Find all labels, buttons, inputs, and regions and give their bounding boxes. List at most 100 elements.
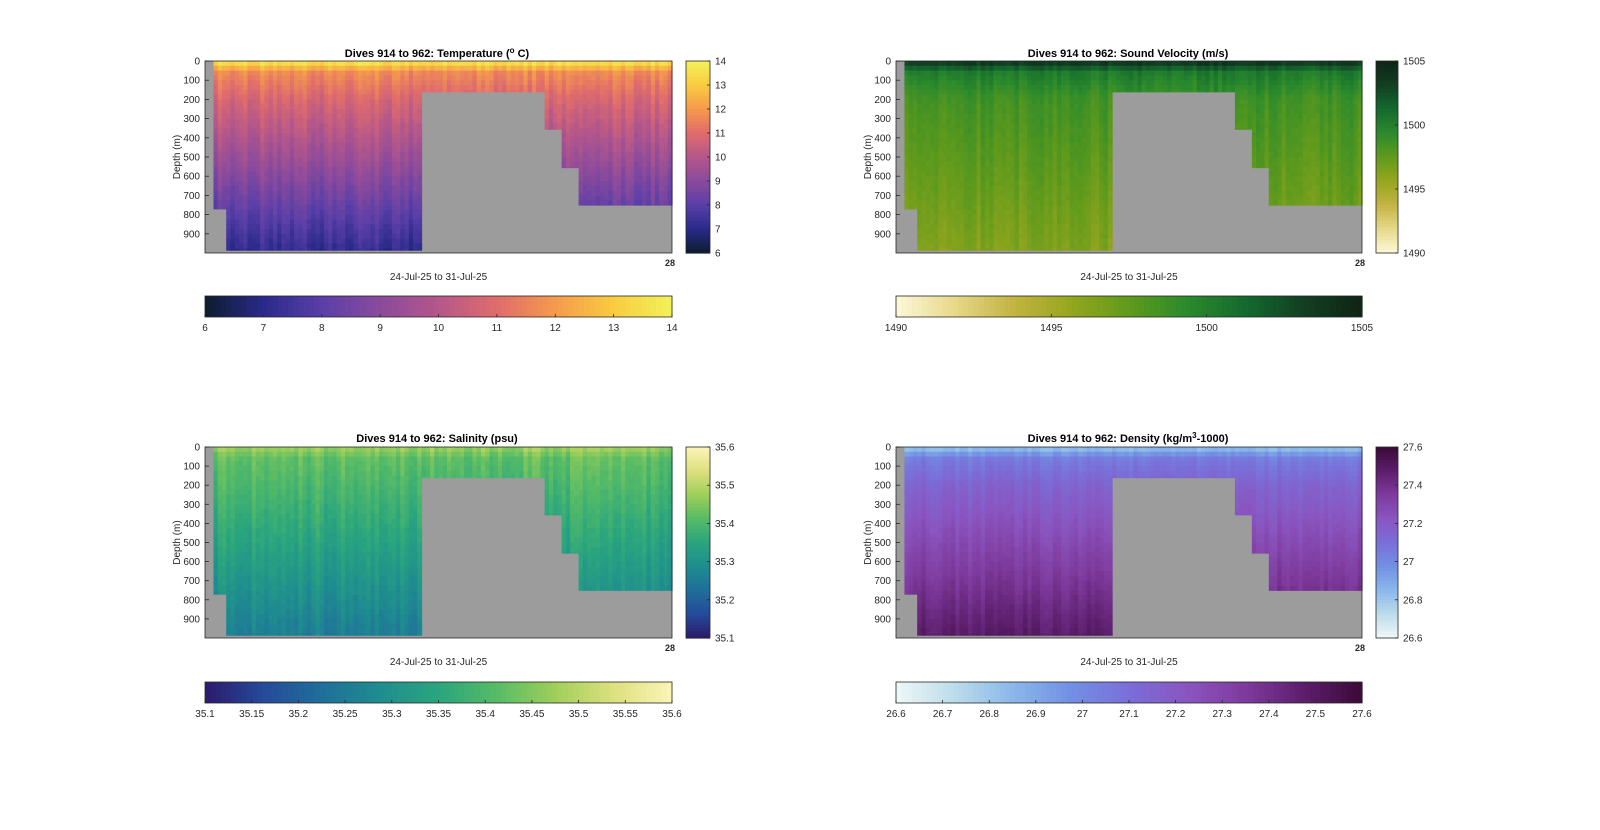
y-tick-label: 0 (885, 57, 891, 68)
colorbar-tick-label: 27.6 (1403, 443, 1423, 454)
colorbar-tick-label: 7 (715, 225, 721, 236)
colorbar-tick-label: 1490 (885, 323, 908, 334)
y-axis-label: Depth (m) (172, 520, 183, 564)
chart-panel-1: 0 100 200 300 400 500 600 700 800 900 28 Dives 914 … (172, 46, 727, 334)
y-tick-label: 200 (874, 481, 891, 492)
y-axis-label: Depth (m) (863, 135, 874, 179)
y-tick-label: 600 (874, 172, 891, 183)
colorbar-tick-label: 6 (715, 249, 721, 260)
colorbar-vertical: 26.6 26.8 27 27.2 27.4 27.6 (1375, 443, 1423, 645)
y-tick-label: 600 (183, 557, 200, 568)
colorbar-tick-label: 27.1 (1119, 709, 1139, 720)
y-tick-label: 400 (874, 519, 891, 530)
y-tick-label: 500 (183, 538, 200, 549)
x-tick-label: 28 (665, 258, 675, 268)
colorbar-tick-label: 1495 (1403, 185, 1426, 196)
y-tick-label: 300 (183, 500, 200, 511)
x-tick-label: 28 (1355, 258, 1365, 268)
colorbar-tick-label: 35.5 (569, 709, 589, 720)
colorbar-tick-label: 12 (550, 323, 562, 334)
y-tick-label: 100 (874, 462, 891, 473)
colorbar-tick-label: 10 (433, 323, 445, 334)
y-axis-label: Depth (m) (863, 520, 874, 564)
y-tick-label: 900 (183, 614, 200, 625)
colorbar-tick-label: 1505 (1351, 323, 1374, 334)
colorbar-tick-label: 35.2 (715, 595, 735, 606)
y-tick-label: 300 (874, 500, 891, 511)
y-tick-label: 0 (885, 443, 891, 454)
y-tick-label: 0 (194, 57, 200, 68)
chart-title: Dives 914 to 962: Temperature (o C) (345, 46, 530, 60)
y-tick-label: 600 (874, 557, 891, 568)
colorbar-tick-label: 26.8 (979, 709, 999, 720)
colorbar-tick-label: 27 (1077, 709, 1089, 720)
colorbar-tick-label: 11 (715, 129, 726, 140)
y-tick-label: 700 (874, 576, 891, 587)
x-axis-label: 24-Jul-25 to 31-Jul-25 (390, 272, 488, 283)
y-tick-label: 800 (183, 210, 200, 221)
colorbar-tick-label: 13 (608, 323, 620, 334)
y-tick-label: 400 (183, 133, 200, 144)
colorbar-tick-label: 27 (1403, 557, 1415, 568)
colorbar-tick-label: 14 (715, 57, 727, 68)
y-tick-label: 500 (874, 538, 891, 549)
colorbar-vertical: 1490 1495 1500 1505 (1375, 57, 1426, 260)
y-tick-label: 300 (874, 114, 891, 125)
heatmap-cells (213, 447, 673, 636)
y-tick-label: 100 (183, 76, 200, 87)
y-tick-label: 200 (183, 95, 200, 106)
colorbar-tick-label: 9 (715, 177, 721, 188)
colorbar-tick-label: 1495 (1040, 323, 1063, 334)
y-tick-label: 700 (183, 191, 200, 202)
colorbar-horizontal: 26.6 26.7 26.8 26.9 27 27.1 27.2 27.3 27.4 27.5 27… (886, 681, 1372, 720)
colorbar-tick-label: 35.2 (289, 709, 309, 720)
colorbar-tick-label: 35.4 (715, 519, 735, 530)
x-tick-label: 28 (665, 643, 675, 653)
colorbar-tick-label: 9 (377, 323, 383, 334)
colorbar-vertical: 6 7 8 9 10 11 12 13 14 (685, 57, 727, 260)
y-tick-label: 800 (874, 595, 891, 606)
heatmap-cells (213, 61, 673, 251)
y-tick-label: 500 (874, 153, 891, 164)
colorbar-tick-label: 27.3 (1212, 709, 1232, 720)
colorbar-tick-label: 1500 (1403, 121, 1426, 132)
y-tick-label: 500 (183, 153, 200, 164)
colorbar-tick-label: 26.8 (1403, 595, 1423, 606)
colorbar-tick-label: 7 (261, 323, 267, 334)
colorbar-horizontal: 35.1 35.15 35.2 35.25 35.3 35.35 35.4 35.45 35.5… (195, 681, 682, 720)
y-tick-label: 600 (183, 172, 200, 183)
colorbar-tick-label: 27.6 (1352, 709, 1372, 720)
colorbar-tick-label: 26.6 (1403, 634, 1423, 645)
colorbar-tick-label: 12 (715, 105, 727, 116)
colorbar-tick-label: 27.4 (1259, 709, 1279, 720)
colorbar-tick-label: 1505 (1403, 57, 1426, 68)
colorbar-tick-label: 35.3 (715, 557, 735, 568)
colorbar-tick-label: 35.6 (715, 443, 735, 454)
y-tick-label: 200 (874, 95, 891, 106)
y-tick-label: 700 (183, 576, 200, 587)
colorbar-tick-label: 35.4 (475, 709, 495, 720)
colorbar-tick-label: 27.5 (1306, 709, 1326, 720)
colorbar-tick-label: 27.2 (1166, 709, 1186, 720)
colorbar-tick-label: 35.25 (333, 709, 358, 720)
colorbar-tick-label: 10 (715, 153, 727, 164)
colorbar-tick-label: 6 (202, 323, 208, 334)
y-tick-label: 400 (874, 133, 891, 144)
x-tick-label: 28 (1355, 643, 1365, 653)
y-tick-label: 800 (183, 595, 200, 606)
chart-panel-2: 0 100 200 300 400 500 600 700 800 900 28 Dives 914 … (863, 48, 1426, 334)
colorbar-tick-label: 35.55 (613, 709, 638, 720)
x-axis-label: 24-Jul-25 to 31-Jul-25 (1080, 272, 1178, 283)
y-tick-label: 0 (194, 443, 200, 454)
heatmap-cells (904, 447, 1363, 636)
chart-title: Dives 914 to 962: Salinity (psu) (356, 433, 518, 445)
colorbar-tick-label: 27.2 (1403, 519, 1423, 530)
y-tick-label: 100 (874, 76, 891, 87)
colorbar-tick-label: 26.6 (886, 709, 906, 720)
heatmap-cells (904, 61, 1363, 251)
colorbar-tick-label: 35.45 (519, 709, 544, 720)
colorbar-tick-label: 14 (666, 323, 678, 334)
colorbar-tick-label: 8 (715, 201, 721, 212)
colorbar-tick-label: 35.3 (382, 709, 402, 720)
y-tick-label: 300 (183, 114, 200, 125)
